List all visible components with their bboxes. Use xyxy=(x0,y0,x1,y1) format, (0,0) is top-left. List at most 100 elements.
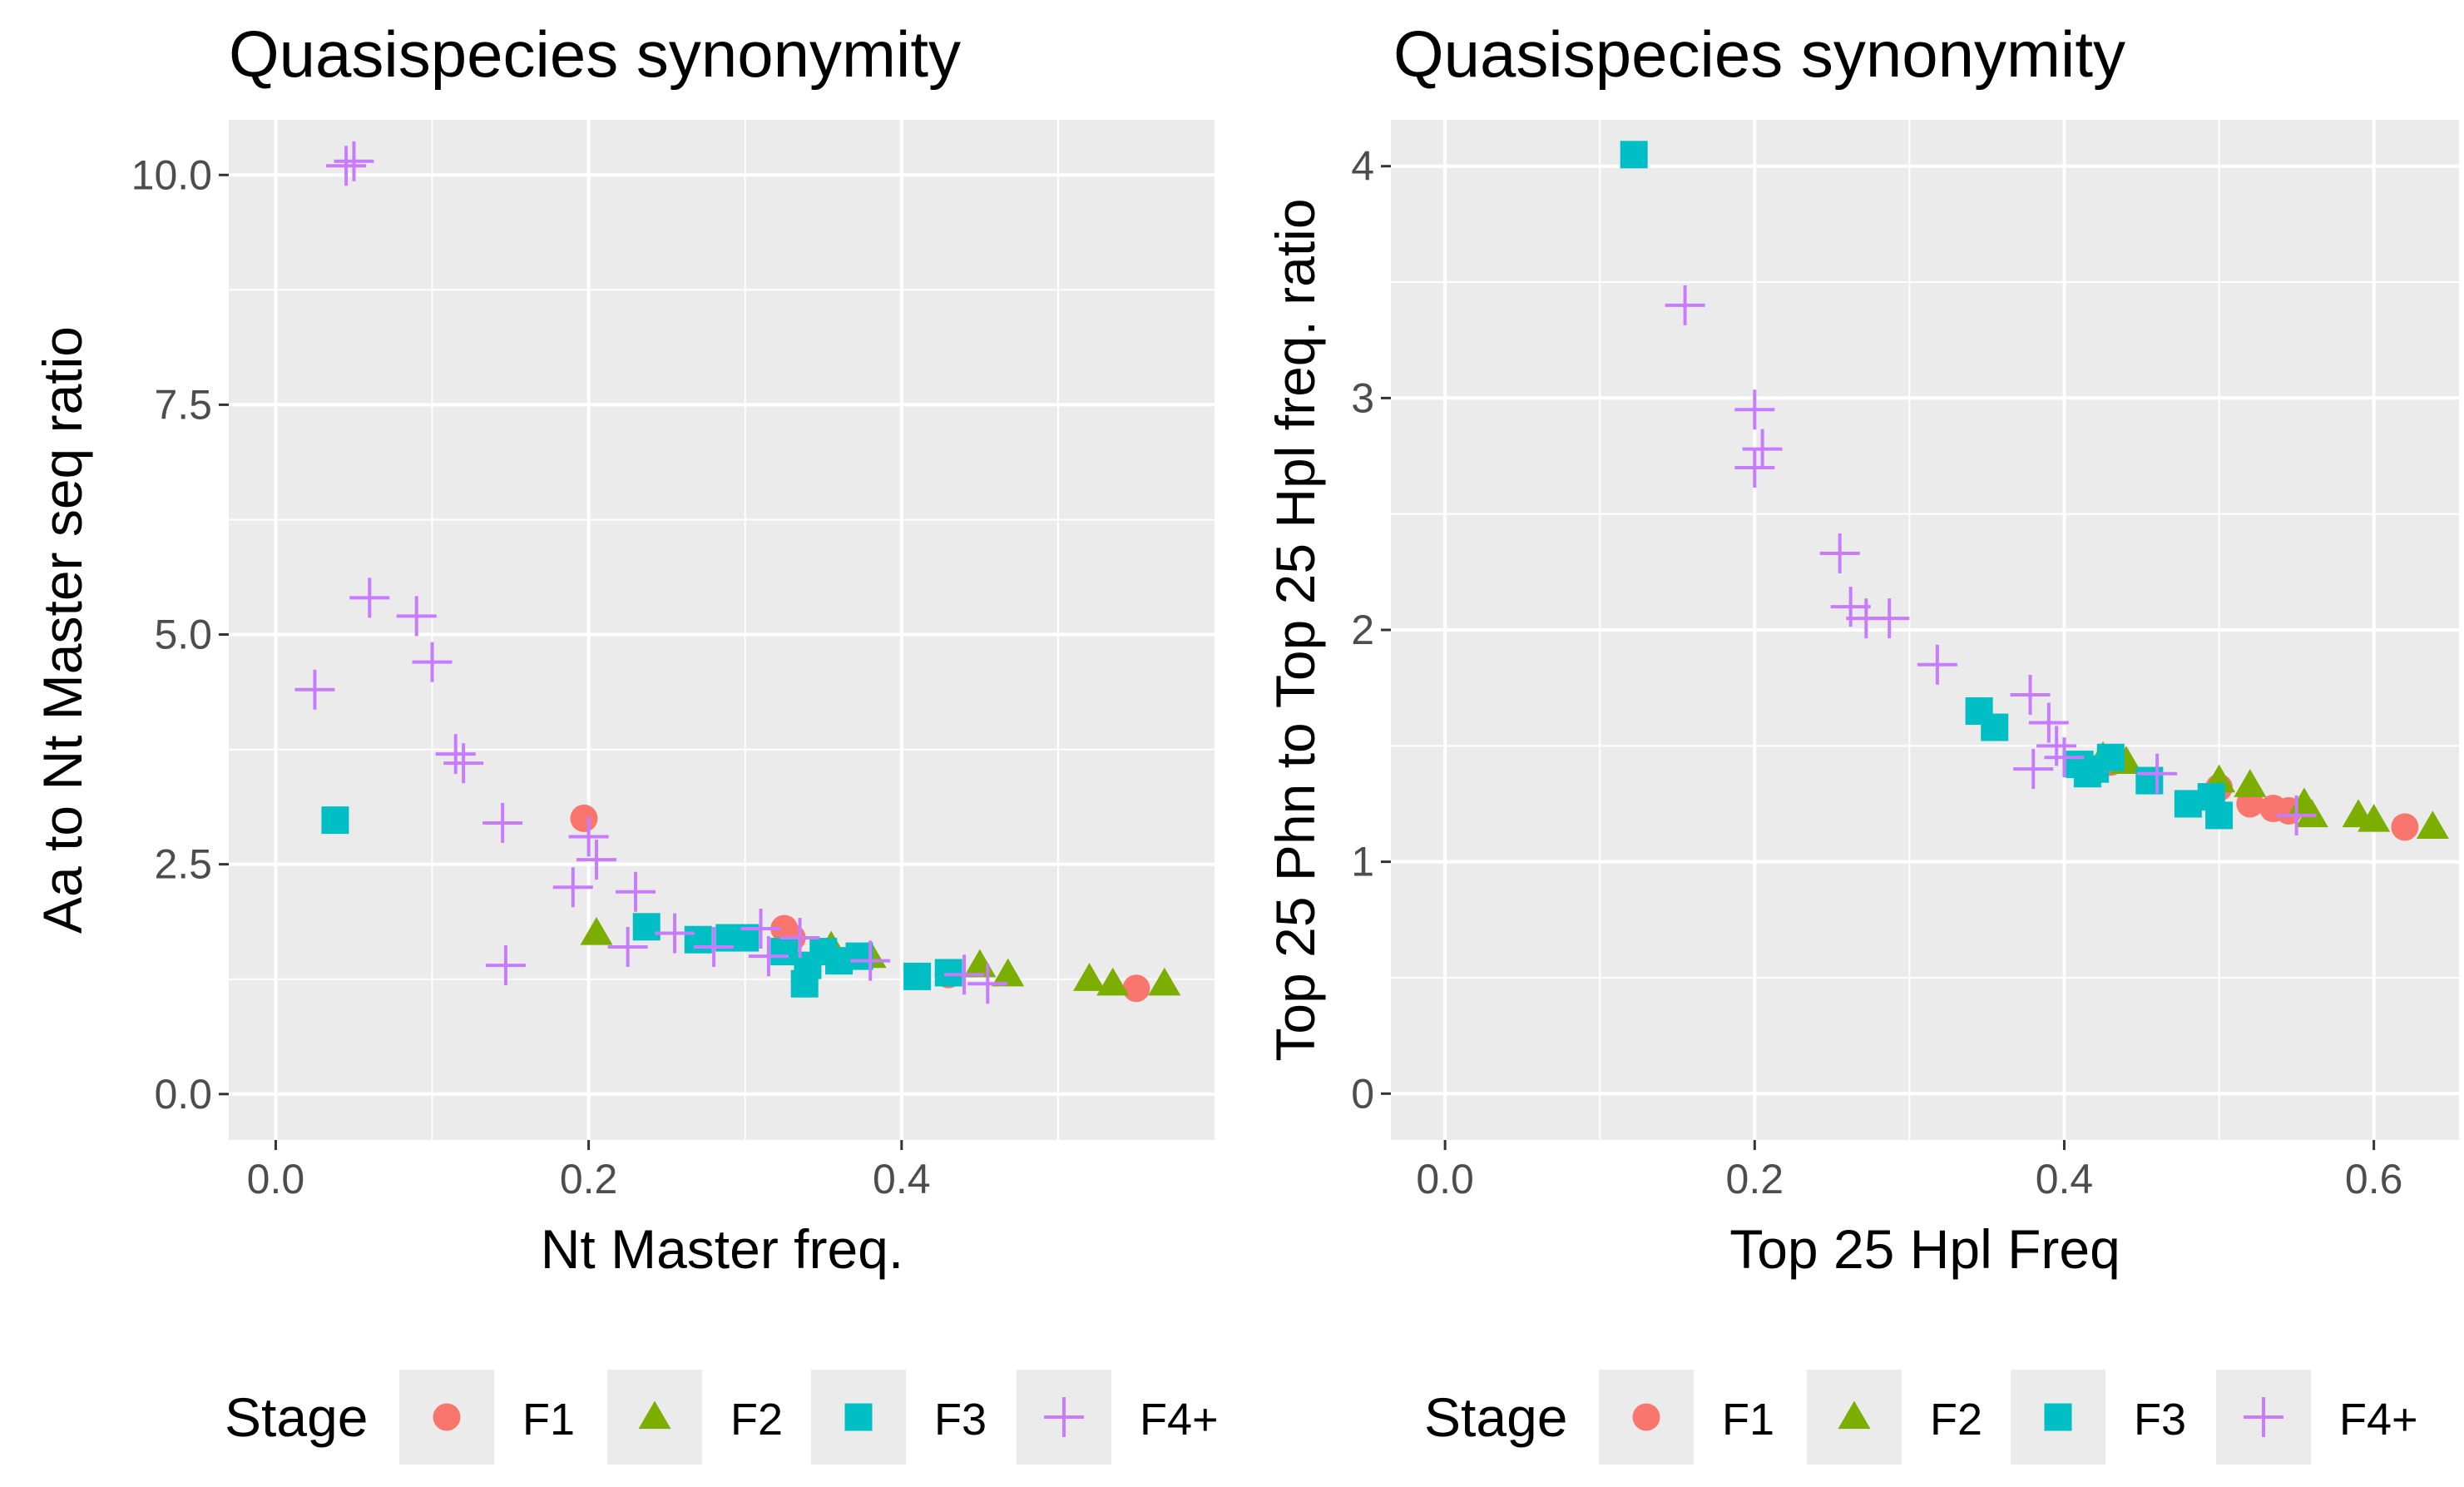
left-gridlines xyxy=(229,120,1215,1140)
left-y-ticks: 0.0 2.5 5.0 7.5 10.0 xyxy=(131,151,229,1118)
right-x-axis-label: Top 25 Hpl Freq xyxy=(1729,1218,2120,1280)
left-legend: Stage F1 F2 F3 F4+ xyxy=(225,1370,1219,1465)
right-gridlines xyxy=(1391,120,2459,1140)
left-point-f4plus xyxy=(482,802,523,843)
left-point-f3 xyxy=(321,806,349,835)
left-legend-marker-f3 xyxy=(844,1403,873,1431)
x-tick-label: 0.2 xyxy=(1726,1156,1784,1202)
x-tick-label: 0.2 xyxy=(560,1156,618,1202)
right-point-f4plus xyxy=(1665,285,1705,325)
left-point-f4plus xyxy=(568,816,609,857)
x-tick-label: 0.6 xyxy=(2345,1156,2403,1202)
right-point-f3 xyxy=(1620,141,1648,169)
left-point-f2 xyxy=(1148,967,1181,996)
y-tick-label: 5.0 xyxy=(154,612,212,658)
left-x-ticks: 0.0 0.2 0.4 xyxy=(247,1140,931,1202)
left-point-f4plus xyxy=(944,954,985,995)
left-point-f3 xyxy=(770,938,799,966)
right-point-f3 xyxy=(1981,713,2009,741)
right-point-f4plus xyxy=(1869,598,1910,639)
left-legend-label-f2: F2 xyxy=(730,1395,783,1445)
right-point-f4plus xyxy=(2028,702,2069,743)
y-tick-label: 0.0 xyxy=(154,1071,212,1118)
right-point-f4plus xyxy=(1742,429,1783,469)
left-plot-panel xyxy=(229,120,1215,1140)
right-points xyxy=(1620,141,2449,841)
left-point-f1 xyxy=(570,804,598,832)
right-chart-title: Quasispecies synonymity xyxy=(1393,17,2125,91)
left-point-f4plus xyxy=(967,964,1008,1004)
left-legend-marker-f1 xyxy=(433,1403,461,1431)
y-tick-label: 0 xyxy=(1351,1070,1374,1117)
left-point-f4plus xyxy=(655,913,695,954)
right-point-f4plus xyxy=(1734,447,1775,488)
right-point-f4plus xyxy=(2013,749,2054,790)
left-point-f4plus xyxy=(779,918,820,959)
x-tick-label: 0.4 xyxy=(2036,1156,2094,1202)
left-points xyxy=(294,141,1181,1004)
left-point-f4plus xyxy=(443,743,484,784)
left-legend-marker-f4plus xyxy=(1044,1397,1084,1437)
right-legend-marker-f3 xyxy=(2044,1403,2072,1431)
left-point-f4plus xyxy=(412,642,453,682)
left-point-f2 xyxy=(580,916,613,945)
right-point-f3 xyxy=(2096,743,2125,771)
left-point-f4plus xyxy=(607,927,648,968)
left-point-f3 xyxy=(632,913,661,941)
left-point-f4plus xyxy=(349,577,390,618)
y-tick-label: 10.0 xyxy=(131,151,212,198)
right-point-f2 xyxy=(2295,799,2328,828)
left-point-f3 xyxy=(903,962,932,990)
right-legend-label-f4plus: F4+ xyxy=(2339,1395,2418,1445)
right-legend-marker-f1 xyxy=(1632,1403,1660,1431)
left-point-f4plus xyxy=(294,669,335,710)
x-tick-label: 0.4 xyxy=(873,1156,931,1202)
right-point-f3 xyxy=(2205,801,2234,830)
left-point-f2 xyxy=(1096,967,1130,996)
right-x-ticks: 0.0 0.2 0.4 0.6 xyxy=(1416,1140,2402,1202)
right-point-f3 xyxy=(2174,790,2202,818)
left-point-f4plus xyxy=(435,734,476,775)
right-point-f4plus xyxy=(1819,533,1860,574)
left-x-axis-label: Nt Master freq. xyxy=(541,1218,903,1280)
right-point-f4plus xyxy=(2276,795,2317,835)
left-point-f4plus xyxy=(326,146,367,186)
right-y-axis-label: Top 25 Phn to Top 25 Hpl freq. ratio xyxy=(1264,198,1326,1061)
right-point-f4plus xyxy=(1734,389,1775,430)
right-legend-label-f2: F2 xyxy=(1930,1395,1982,1445)
left-point-f2 xyxy=(1072,963,1106,991)
left-point-f4plus xyxy=(334,141,374,181)
left-legend-label-f3: F3 xyxy=(934,1395,987,1445)
y-tick-label: 4 xyxy=(1351,143,1374,190)
right-legend-marker-f4plus xyxy=(2244,1397,2283,1437)
right-point-f1 xyxy=(2391,813,2419,841)
right-legend-label-f3: F3 xyxy=(2134,1395,2186,1445)
left-point-f1 xyxy=(1122,974,1150,1003)
left-point-f4plus xyxy=(850,940,891,981)
left-legend-title: Stage xyxy=(225,1386,368,1448)
left-point-f3 xyxy=(934,959,962,987)
left-point-f4plus xyxy=(740,908,781,949)
right-point-f2 xyxy=(2358,803,2391,832)
left-legend-marker-f2 xyxy=(638,1400,671,1430)
right-point-f3 xyxy=(2135,766,2164,795)
right-legend-label-f1: F1 xyxy=(1722,1395,1774,1445)
left-point-f4plus xyxy=(748,936,789,977)
left-chart-title: Quasispecies synonymity xyxy=(229,17,961,91)
left-point-f4plus xyxy=(552,867,593,908)
y-tick-label: 2 xyxy=(1351,607,1374,653)
left-chart: Quasispecies synonymity 0.0 2.5 5.0 7.5 10.0… xyxy=(32,17,1215,1280)
y-tick-label: 3 xyxy=(1351,374,1374,421)
x-tick-label: 0.0 xyxy=(247,1156,305,1202)
left-point-f3 xyxy=(845,942,873,970)
left-point-f2 xyxy=(992,958,1025,987)
right-point-f2 xyxy=(2234,769,2267,797)
right-point-f4plus xyxy=(2010,675,2051,716)
left-point-f4plus xyxy=(616,871,656,912)
right-point-f2 xyxy=(2416,810,2449,840)
left-legend-label-f4plus: F4+ xyxy=(1140,1395,1219,1445)
y-tick-label: 7.5 xyxy=(154,381,212,428)
right-point-f4plus xyxy=(2137,753,2178,794)
left-point-f4plus xyxy=(576,840,617,880)
